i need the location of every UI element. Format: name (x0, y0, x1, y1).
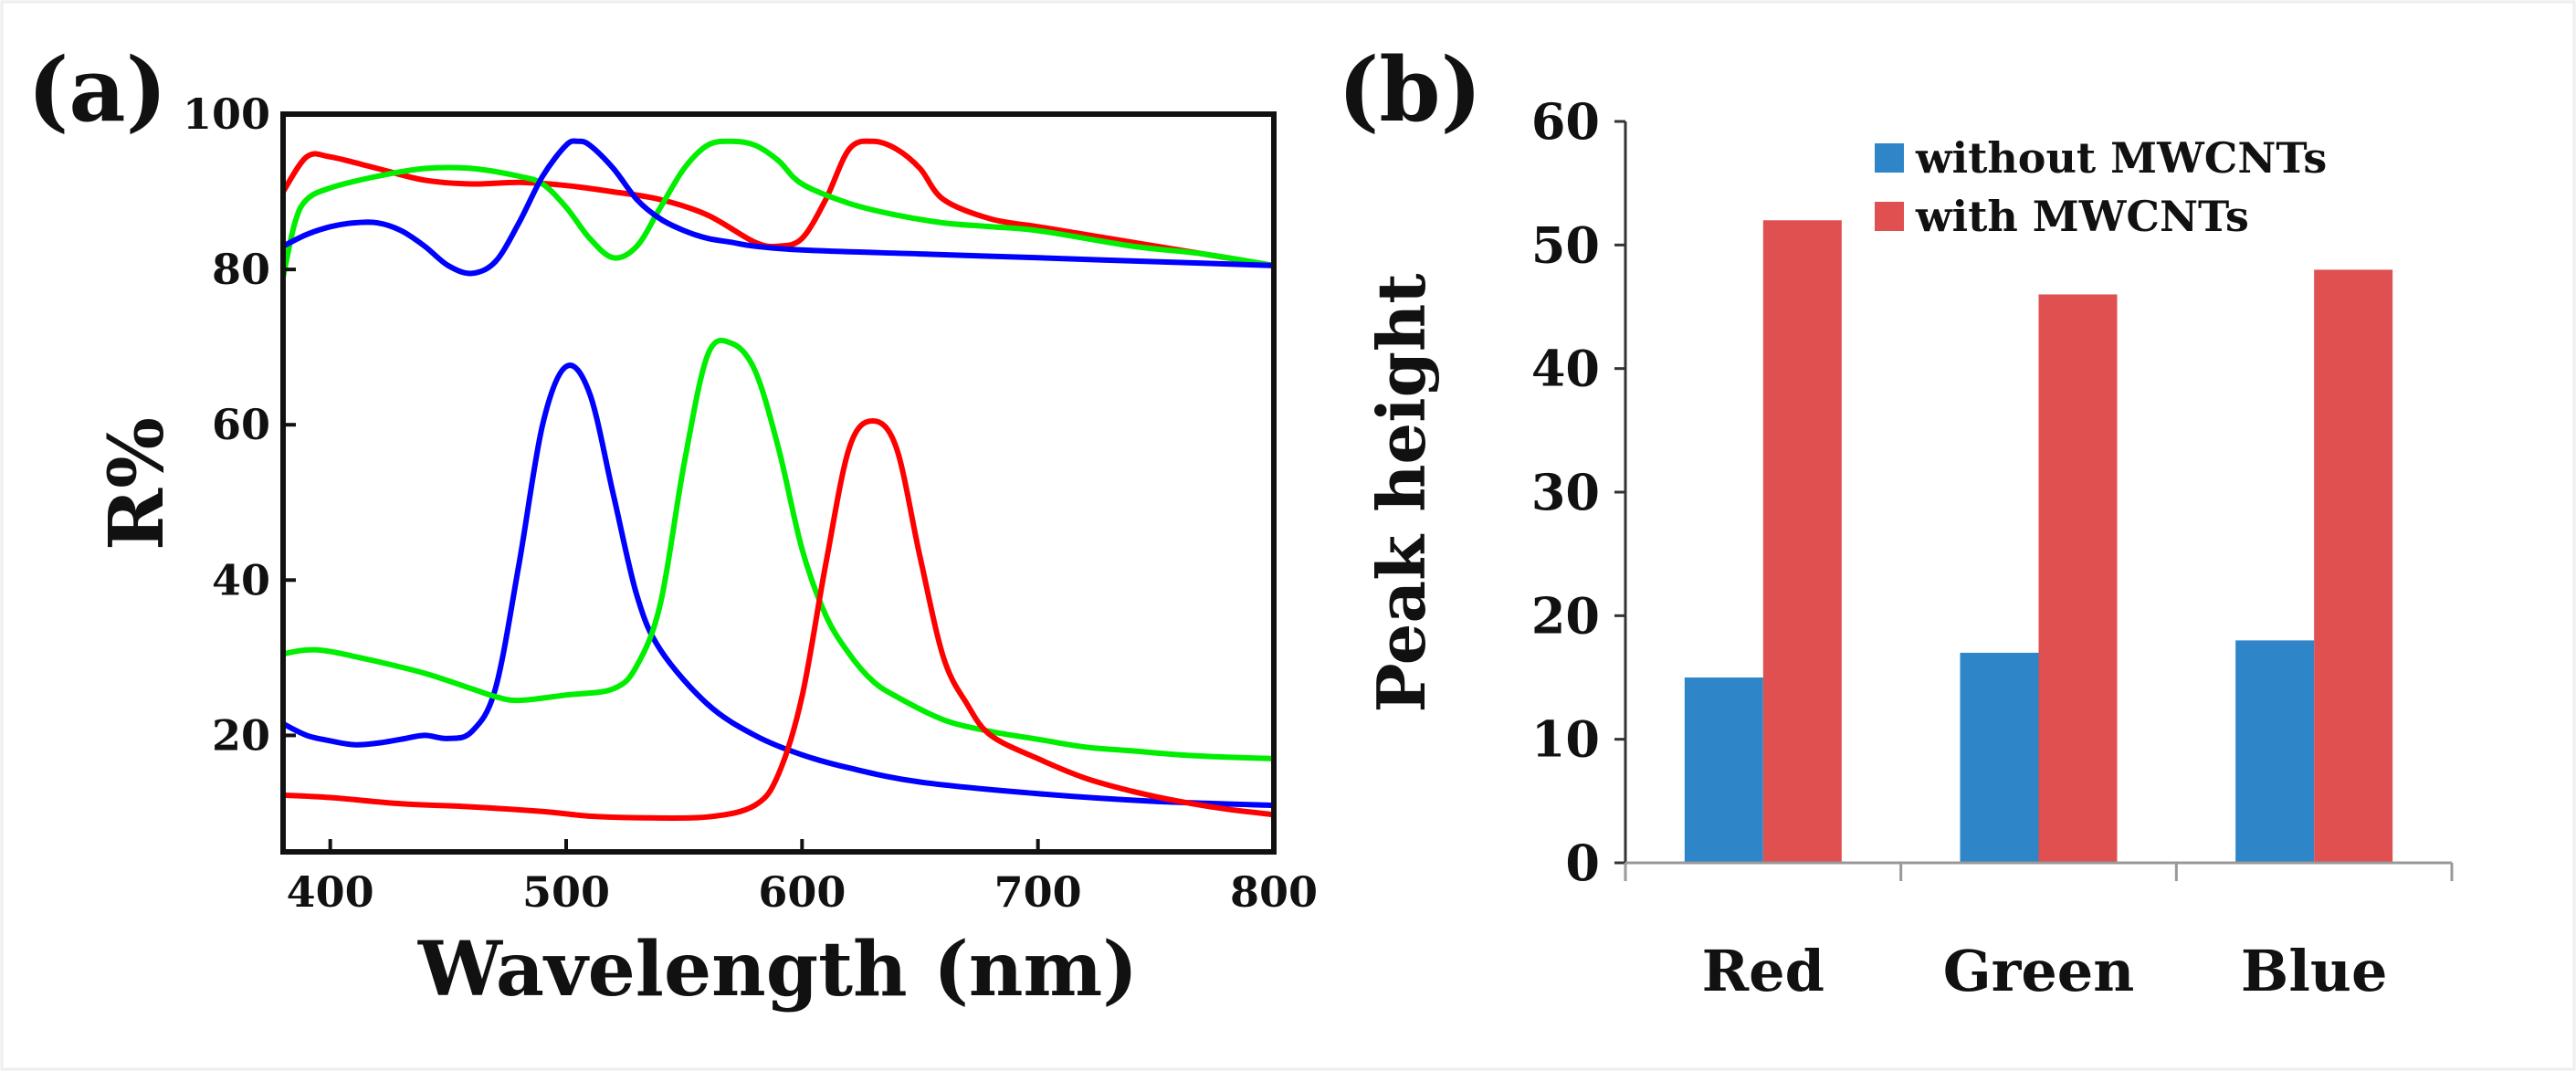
line-series-green-bottom (280, 337, 1277, 761)
category-label-blue: Blue (2241, 938, 2387, 1004)
line-series-blue-top (280, 138, 1277, 277)
bar-green-with-mwcnts (2038, 294, 2118, 863)
y-tick-label-100: 100 (183, 89, 270, 139)
bar-red-without-mwcnts (1684, 677, 1763, 863)
panel-b-label: (b) (1338, 38, 1482, 142)
b-y-tick-label-20: 20 (1531, 586, 1600, 645)
panel-b-bars (1684, 220, 2393, 863)
x-tick-label-600: 600 (758, 867, 846, 917)
b-y-tick-label-0: 0 (1565, 834, 1600, 892)
bar-blue-without-mwcnts (2235, 640, 2315, 863)
panel-a-plot-frame (280, 111, 1277, 855)
x-tick-label-400: 400 (287, 867, 374, 917)
x-tick-label-800: 800 (1230, 867, 1318, 917)
panel-a-label: (a) (27, 38, 167, 142)
category-label-red: Red (1702, 938, 1824, 1004)
bar-red-with-mwcnts (1762, 220, 1842, 863)
line-series-red-top (280, 138, 1277, 268)
y-tick-label-80: 80 (212, 245, 270, 294)
line-series-green-top (280, 138, 1277, 280)
bar-blue-with-mwcnts (2314, 269, 2393, 863)
panel-a-y-axis-title: R% (93, 417, 181, 551)
legend-swatch-without-mwcnts (1875, 143, 1904, 173)
panel-a-lines (280, 138, 1277, 822)
y-tick-label-60: 60 (212, 400, 270, 449)
panel-a: (a) 400 500 600 700 800 20 40 60 80 100 Waveleng… (27, 38, 1318, 1013)
panel-b-category-labels: Red Green Blue (1702, 938, 2388, 1004)
legend-label-without-mwcnts: without MWCNTs (1915, 133, 2327, 183)
category-label-green: Green (1943, 938, 2135, 1004)
b-y-tick-label-40: 40 (1531, 340, 1600, 398)
panel-b-x-ticks (1624, 863, 2454, 881)
bar-green-without-mwcnts (1960, 652, 2039, 863)
panel-a-y-ticks: 20 40 60 80 100 (183, 89, 296, 760)
panel-b-y-axis-title: Peak height (1362, 273, 1440, 712)
panel-a-x-axis-title: Wavelength (nm) (417, 926, 1138, 1013)
b-y-tick-label-60: 60 (1531, 92, 1600, 151)
line-series-blue-bottom (280, 362, 1277, 808)
panel-b-legend: without MWCNTs with MWCNTs (1875, 133, 2327, 241)
line-series-red-bottom (280, 418, 1277, 822)
panel-a-x-ticks: 400 500 600 700 800 (287, 839, 1318, 917)
x-tick-label-700: 700 (994, 867, 1082, 917)
b-y-tick-label-30: 30 (1531, 463, 1600, 521)
y-tick-label-20: 20 (212, 710, 270, 760)
panel-b-y-ticks: 0 10 20 30 40 50 60 (1531, 92, 1625, 892)
b-y-tick-label-10: 10 (1531, 710, 1600, 769)
b-y-tick-label-50: 50 (1531, 215, 1600, 274)
panel-b: (b) 0 10 20 30 40 50 60 Red Green Blue Peak heig… (1338, 38, 2454, 1004)
y-tick-label-40: 40 (212, 555, 270, 604)
x-tick-label-500: 500 (522, 867, 610, 917)
legend-label-with-mwcnts: with MWCNTs (1915, 192, 2249, 241)
legend-swatch-with-mwcnts (1875, 202, 1904, 231)
